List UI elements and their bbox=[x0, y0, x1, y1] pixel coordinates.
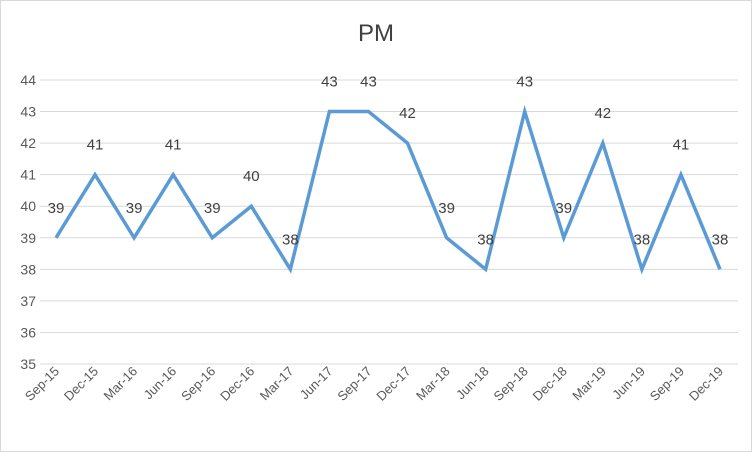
x-tick-label: Jun-16 bbox=[141, 364, 180, 403]
x-tick-label: Sep-16 bbox=[178, 364, 218, 404]
data-label: 38 bbox=[477, 231, 494, 248]
x-tick-label: Sep-18 bbox=[491, 364, 531, 404]
y-tick-label: 37 bbox=[20, 293, 36, 309]
series-pm bbox=[54, 105, 722, 275]
y-tick-label: 41 bbox=[20, 167, 36, 183]
data-labels: 39 41 39 41 39 40 38 43 43 42 39 38 43 39 42 38 41 38 bbox=[48, 74, 729, 249]
series-line bbox=[54, 105, 722, 275]
data-label: 41 bbox=[673, 137, 690, 154]
data-label: 38 bbox=[634, 231, 651, 248]
x-tick-label: Jun-17 bbox=[297, 364, 336, 403]
x-tick-label: Mar-16 bbox=[101, 364, 141, 404]
data-label: 41 bbox=[87, 137, 104, 154]
data-label: 39 bbox=[438, 200, 455, 217]
data-label: 38 bbox=[282, 231, 299, 248]
y-tick-label: 36 bbox=[20, 324, 36, 340]
y-tick-label: 40 bbox=[20, 198, 36, 214]
data-label: 38 bbox=[712, 231, 729, 248]
x-tick-label: Sep-19 bbox=[647, 364, 687, 404]
y-axis: 35 36 37 38 39 40 41 42 43 44 bbox=[20, 72, 36, 372]
x-tick-label: Mar-18 bbox=[413, 364, 453, 404]
x-tick-label: Mar-17 bbox=[257, 364, 297, 404]
data-label: 43 bbox=[321, 74, 338, 91]
data-label: 39 bbox=[126, 200, 143, 217]
x-tick-label: Dec-17 bbox=[373, 364, 413, 404]
y-tick-label: 43 bbox=[20, 104, 36, 120]
x-tick-label: Jun-18 bbox=[453, 364, 492, 403]
data-label: 41 bbox=[165, 137, 182, 154]
data-label: 43 bbox=[360, 74, 377, 91]
x-tick-label: Dec-16 bbox=[217, 364, 257, 404]
data-label: 39 bbox=[204, 200, 221, 217]
x-tick-label: Jun-19 bbox=[609, 364, 648, 403]
y-tick-label: 39 bbox=[20, 230, 36, 246]
x-tick-label: Dec-18 bbox=[530, 364, 570, 404]
data-label: 39 bbox=[555, 200, 572, 217]
y-tick-label: 44 bbox=[20, 72, 36, 88]
x-tick-label: Dec-15 bbox=[61, 364, 101, 404]
x-tick-label: Dec-19 bbox=[686, 364, 726, 404]
data-label: 39 bbox=[48, 200, 65, 217]
data-label: 40 bbox=[243, 168, 260, 185]
x-tick-label: Mar-19 bbox=[569, 364, 609, 404]
y-tick-label: 42 bbox=[20, 135, 36, 151]
y-tick-label: 35 bbox=[20, 356, 36, 372]
data-label: 42 bbox=[399, 105, 416, 122]
chart-title: PM bbox=[358, 20, 394, 47]
data-label: 43 bbox=[516, 74, 533, 91]
x-tick-label: Sep-17 bbox=[334, 364, 374, 404]
y-tick-label: 38 bbox=[20, 261, 36, 277]
data-label: 42 bbox=[594, 105, 611, 122]
